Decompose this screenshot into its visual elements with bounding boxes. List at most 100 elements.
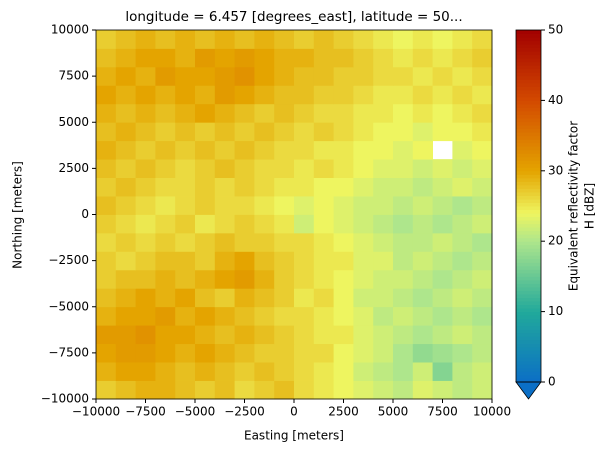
- cell: [412, 122, 433, 142]
- cell: [175, 177, 196, 197]
- cell: [412, 196, 433, 215]
- cell: [254, 85, 275, 105]
- cell: [373, 380, 394, 400]
- cell: [294, 232, 315, 252]
- cell: [214, 103, 235, 123]
- cell: [234, 288, 255, 308]
- cell: [175, 85, 196, 105]
- cell: [96, 85, 117, 105]
- colorbar-swatch: [516, 265, 541, 270]
- cell: [472, 288, 493, 308]
- cell: [115, 325, 136, 345]
- cell: [115, 214, 136, 234]
- colorbar-swatch: [516, 318, 541, 323]
- cell: [333, 66, 354, 86]
- cell: [294, 214, 315, 234]
- y-tick-label: 2500: [58, 161, 89, 175]
- cell: [313, 103, 334, 123]
- cell: [412, 306, 433, 326]
- colorbar-swatch: [516, 142, 541, 147]
- cell: [96, 140, 117, 160]
- cell: [274, 269, 295, 289]
- cell: [313, 232, 334, 252]
- cell: [452, 251, 473, 271]
- colorbar-swatch: [516, 86, 541, 91]
- colorbar-swatch: [516, 336, 541, 341]
- cell: [274, 159, 295, 178]
- cell: [274, 362, 295, 381]
- cell: [96, 48, 117, 68]
- cell: [135, 269, 156, 289]
- colorbar-swatch: [516, 58, 541, 63]
- cell: [234, 325, 255, 345]
- cell: [432, 30, 453, 49]
- cell: [254, 214, 275, 234]
- cell: [432, 196, 453, 215]
- cell: [96, 232, 117, 252]
- cell: [472, 343, 493, 363]
- cell: [195, 66, 216, 86]
- colorbar-swatch: [516, 304, 541, 309]
- cell: [214, 380, 235, 400]
- colorbar-swatch: [516, 216, 541, 221]
- cell: [254, 30, 275, 49]
- cell: [96, 288, 117, 308]
- cell: [135, 251, 156, 271]
- cell: [353, 288, 374, 308]
- cell: [393, 140, 414, 160]
- cell: [214, 343, 235, 363]
- cell: [175, 380, 196, 400]
- colorbar-swatch: [516, 156, 541, 161]
- x-tick-label: 5000: [378, 405, 409, 419]
- cell: [195, 214, 216, 234]
- cell: [254, 122, 275, 142]
- cell: [373, 159, 394, 178]
- colorbar-swatch: [516, 75, 541, 80]
- cell: [294, 140, 315, 160]
- cell: [432, 66, 453, 86]
- cell: [195, 343, 216, 363]
- cell: [175, 269, 196, 289]
- cell: [135, 48, 156, 68]
- cell: [195, 159, 216, 178]
- cell: [294, 325, 315, 345]
- cell: [195, 325, 216, 345]
- cell: [472, 122, 493, 142]
- colorbar-swatch: [516, 181, 541, 186]
- cell: [353, 159, 374, 178]
- cell: [333, 48, 354, 68]
- cell: [96, 251, 117, 271]
- y-tick-label: 5000: [58, 115, 89, 129]
- cell: [175, 306, 196, 326]
- cell: [432, 362, 453, 381]
- colorbar-swatch: [516, 244, 541, 249]
- x-tick-label: 10000: [473, 405, 511, 419]
- cell: [313, 251, 334, 271]
- cell: [452, 177, 473, 197]
- cell: [155, 177, 176, 197]
- cell: [452, 140, 473, 160]
- colorbar-swatch: [516, 174, 541, 179]
- colorbar-swatch: [516, 149, 541, 154]
- cell: [472, 251, 493, 271]
- cell: [412, 343, 433, 363]
- cell: [175, 325, 196, 345]
- cell: [333, 103, 354, 123]
- cell: [155, 159, 176, 178]
- colorbar-swatch: [516, 167, 541, 172]
- cell: [353, 140, 374, 160]
- cell: [234, 380, 255, 400]
- cell: [195, 30, 216, 49]
- cell: [175, 122, 196, 142]
- cell: [393, 343, 414, 363]
- cell: [313, 214, 334, 234]
- cell: [333, 288, 354, 308]
- cell: [175, 251, 196, 271]
- cell: [195, 85, 216, 105]
- cell: [353, 362, 374, 381]
- cell: [96, 122, 117, 142]
- cell: [373, 66, 394, 86]
- cell: [313, 177, 334, 197]
- cell: [115, 196, 136, 215]
